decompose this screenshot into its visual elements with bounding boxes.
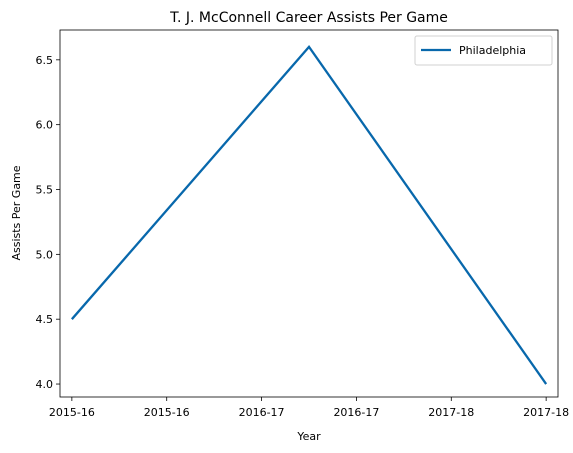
- y-axis-ticks: 4.0 4.5 5.0 5.5 6.0 6.5: [36, 54, 60, 391]
- legend: Philadelphia: [414, 35, 553, 66]
- x-tick-label: 2017-18: [523, 406, 569, 419]
- y-tick-label: 6.0: [36, 119, 54, 132]
- series-layer: [70, 44, 548, 385]
- x-tick-label: 2015-16: [144, 406, 190, 419]
- y-axis-label: Assists Per Game: [10, 165, 23, 260]
- series-line: [70, 44, 548, 385]
- x-axis-ticks: 2015-16 2015-16 2016-17 2016-17 2017-18 2017-…: [49, 397, 569, 419]
- x-tick-label: 2016-17: [239, 406, 285, 419]
- x-tick-label: 2016-17: [333, 406, 379, 419]
- x-tick-label: 2017-18: [428, 406, 474, 419]
- legend-entry-label: Philadelphia: [459, 44, 526, 57]
- y-tick-label: 4.5: [36, 313, 54, 326]
- chart-title: T. J. McConnell Career Assists Per Game: [169, 10, 448, 26]
- y-tick-label: 5.0: [36, 248, 54, 261]
- legend-box: [414, 35, 553, 66]
- x-axis-label: Year: [296, 430, 321, 443]
- plot-area: [60, 30, 558, 397]
- y-tick-label: 5.5: [36, 184, 54, 197]
- y-tick-label: 4.0: [36, 378, 54, 391]
- x-tick-label: 2015-16: [49, 406, 95, 419]
- plot-frame: [59, 29, 559, 398]
- y-tick-label: 6.5: [36, 54, 54, 67]
